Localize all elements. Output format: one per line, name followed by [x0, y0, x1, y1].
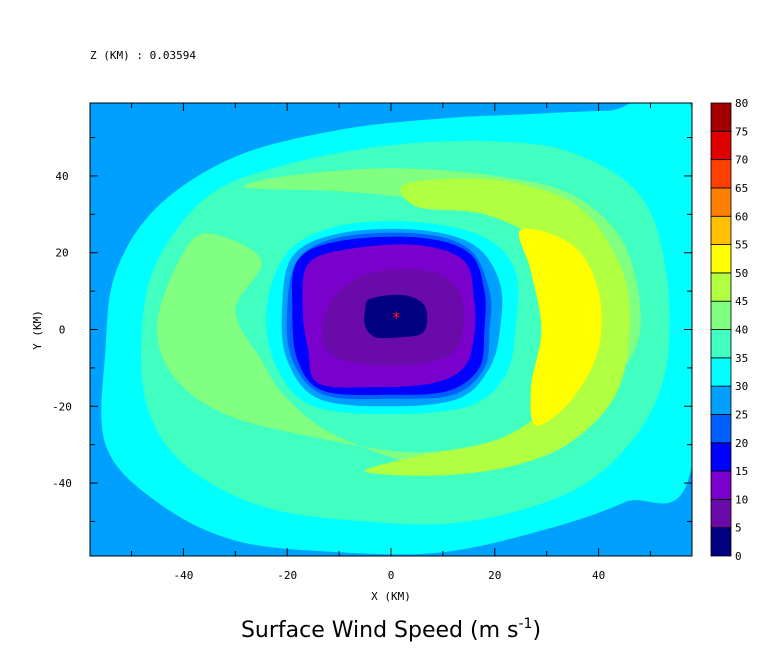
center-marker-symbol: * [392, 308, 400, 327]
colorbar-label: 60 [735, 210, 748, 223]
colorbar-swatch [710, 300, 732, 330]
colorbar-label: 45 [735, 295, 748, 308]
colorbar-swatch [710, 244, 732, 274]
colorbar-label: 25 [735, 408, 748, 421]
colorbar: 0 5 10 15 20 25 30 35 40 45 50 55 60 65 70 75 80 [710, 97, 748, 563]
colorbar-swatch [710, 442, 732, 472]
colorbar-swatch [710, 414, 732, 444]
colorbar-label: 10 [735, 493, 748, 506]
colorbar-label: 20 [735, 437, 748, 450]
x-axis: -40 -20 0 20 40 [131, 103, 651, 582]
chart-title-close-paren: ) [532, 618, 541, 643]
contour-region-7 [518, 228, 602, 426]
colorbar-label: 15 [735, 465, 748, 478]
colorbar-swatch [710, 215, 732, 245]
x-tick-label: -40 [173, 569, 193, 582]
x-tick-label: -20 [277, 569, 297, 582]
y-tick-label: 20 [55, 247, 68, 260]
colorbar-swatch [710, 272, 732, 302]
colorbar-label: 35 [735, 352, 748, 365]
y-tick-label: 40 [55, 170, 68, 183]
colorbar-label: 30 [735, 380, 748, 393]
x-tick-label: 40 [592, 569, 605, 582]
contour-region-14 [364, 294, 428, 339]
colorbar-swatch [710, 159, 732, 189]
chart-title-exponent: -1 [518, 616, 532, 632]
colorbar-swatch [710, 527, 732, 557]
colorbar-label: 5 [735, 522, 742, 535]
colorbar-swatch [710, 498, 732, 529]
chart-title: Surface Wind Speed (m s-1) [241, 616, 541, 643]
x-tick-label: 20 [488, 569, 501, 582]
chart-title-text: Surface Wind Speed (m s [241, 618, 519, 643]
y-axis: -40 -20 0 20 40 [52, 137, 692, 522]
colorbar-label: 70 [735, 154, 748, 167]
colorbar-swatch [710, 102, 732, 132]
y-axis-label: Y (KM) [31, 310, 44, 350]
chart-subtitle: Z (KM) : 0.03594 [90, 49, 196, 62]
colorbar-swatch [710, 357, 732, 387]
colorbar-label: 40 [735, 324, 748, 337]
colorbar-label: 50 [735, 267, 748, 280]
colorbar-swatch [710, 187, 732, 217]
contour-field [90, 103, 692, 556]
colorbar-swatch [710, 329, 732, 359]
y-tick-label: -20 [52, 400, 72, 413]
x-axis-label: X (KM) [371, 590, 411, 603]
colorbar-label: 75 [735, 125, 748, 138]
colorbar-swatch [710, 130, 732, 161]
contour-region-1 [90, 474, 692, 556]
contour-region-2 [90, 103, 132, 151]
colorbar-label: 55 [735, 239, 748, 252]
colorbar-label: 80 [735, 97, 748, 110]
colorbar-swatch [710, 385, 732, 415]
y-tick-label: 0 [59, 324, 66, 337]
colorbar-label: 0 [735, 550, 742, 563]
x-tick-label: 0 [388, 569, 395, 582]
storm-center-marker: * [392, 308, 400, 327]
y-tick-label: -40 [52, 477, 72, 490]
colorbar-label: 65 [735, 182, 748, 195]
colorbar-swatch [710, 470, 732, 500]
contour-region-5 [157, 168, 641, 468]
